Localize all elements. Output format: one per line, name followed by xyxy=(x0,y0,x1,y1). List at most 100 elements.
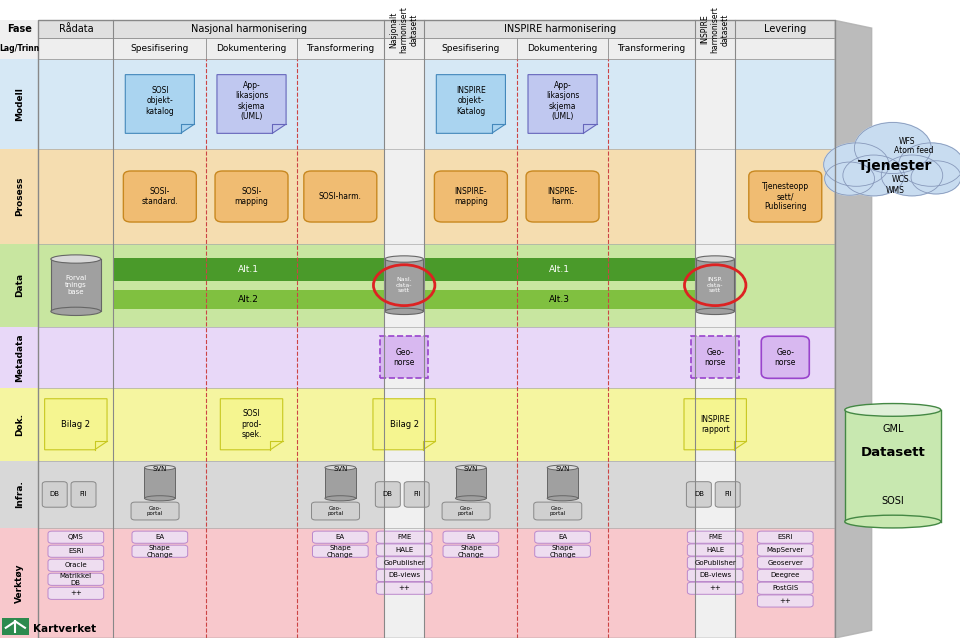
Text: INSPIRE-
mapping: INSPIRE- mapping xyxy=(454,187,488,206)
Text: ESRI: ESRI xyxy=(778,534,793,540)
Text: INSPIRE harmonisering: INSPIRE harmonisering xyxy=(504,24,615,34)
Text: DB: DB xyxy=(383,491,393,498)
Text: SOSI: SOSI xyxy=(881,496,904,507)
FancyBboxPatch shape xyxy=(38,461,835,528)
Text: Shape
Change: Shape Change xyxy=(147,545,173,558)
Text: Alt.1: Alt.1 xyxy=(238,265,259,274)
Ellipse shape xyxy=(456,465,487,470)
FancyBboxPatch shape xyxy=(0,38,38,59)
FancyBboxPatch shape xyxy=(48,587,104,600)
Ellipse shape xyxy=(51,308,101,316)
FancyBboxPatch shape xyxy=(695,20,735,38)
Text: Geo-
norse: Geo- norse xyxy=(775,348,796,367)
FancyBboxPatch shape xyxy=(48,559,104,572)
FancyBboxPatch shape xyxy=(444,545,499,558)
FancyBboxPatch shape xyxy=(404,482,429,507)
Text: Data: Data xyxy=(14,273,24,297)
Text: Shape
Change: Shape Change xyxy=(549,545,576,558)
Circle shape xyxy=(881,155,943,196)
Ellipse shape xyxy=(696,308,734,315)
Polygon shape xyxy=(217,75,286,133)
FancyBboxPatch shape xyxy=(376,570,432,582)
FancyBboxPatch shape xyxy=(38,244,835,327)
FancyBboxPatch shape xyxy=(757,556,813,569)
FancyBboxPatch shape xyxy=(534,502,582,520)
Text: Geo-
portal: Geo- portal xyxy=(458,506,474,516)
Text: Bilag 2: Bilag 2 xyxy=(390,420,419,429)
Ellipse shape xyxy=(696,256,734,262)
Polygon shape xyxy=(125,75,194,133)
FancyBboxPatch shape xyxy=(385,259,423,311)
FancyBboxPatch shape xyxy=(0,528,38,638)
FancyBboxPatch shape xyxy=(687,582,743,595)
Text: Kartverket: Kartverket xyxy=(33,624,96,634)
Text: Oracle: Oracle xyxy=(64,562,87,568)
FancyBboxPatch shape xyxy=(311,502,359,520)
Text: EA: EA xyxy=(558,534,567,540)
Text: Dok.: Dok. xyxy=(14,413,24,436)
Text: Bilag 2: Bilag 2 xyxy=(61,420,90,429)
Text: Dokumentering: Dokumentering xyxy=(216,44,287,53)
FancyBboxPatch shape xyxy=(215,171,288,222)
Text: Metadata: Metadata xyxy=(14,333,24,382)
FancyBboxPatch shape xyxy=(71,482,96,507)
Text: Geoserver: Geoserver xyxy=(767,560,804,566)
FancyBboxPatch shape xyxy=(123,171,196,222)
FancyBboxPatch shape xyxy=(375,482,400,507)
Text: Nasl.
data-
sett: Nasl. data- sett xyxy=(396,277,413,293)
FancyBboxPatch shape xyxy=(435,171,508,222)
FancyBboxPatch shape xyxy=(757,531,813,544)
Text: Infra.: Infra. xyxy=(14,480,24,508)
Text: QMS: QMS xyxy=(68,534,84,540)
Text: Deegree: Deegree xyxy=(771,572,800,579)
FancyBboxPatch shape xyxy=(384,59,424,638)
Ellipse shape xyxy=(51,255,101,263)
Text: Spesifisering: Spesifisering xyxy=(442,44,500,53)
FancyBboxPatch shape xyxy=(535,531,590,544)
Polygon shape xyxy=(44,399,108,450)
FancyBboxPatch shape xyxy=(144,468,175,498)
Text: ++: ++ xyxy=(398,585,410,591)
Text: ++: ++ xyxy=(780,598,791,604)
Polygon shape xyxy=(372,399,436,450)
FancyBboxPatch shape xyxy=(424,20,695,38)
Circle shape xyxy=(824,143,889,186)
FancyBboxPatch shape xyxy=(132,531,187,544)
Text: Prosess: Prosess xyxy=(14,177,24,216)
FancyBboxPatch shape xyxy=(0,59,38,149)
Text: Geo-
portal: Geo- portal xyxy=(550,506,565,516)
Text: INSPRE-
harm.: INSPRE- harm. xyxy=(547,187,578,206)
Ellipse shape xyxy=(324,496,356,501)
Text: Dokumentering: Dokumentering xyxy=(527,44,598,53)
Text: WMS: WMS xyxy=(885,186,904,195)
Text: Fase: Fase xyxy=(7,24,32,34)
FancyBboxPatch shape xyxy=(0,461,38,528)
Ellipse shape xyxy=(144,496,175,501)
FancyBboxPatch shape xyxy=(297,38,384,59)
FancyBboxPatch shape xyxy=(303,171,377,222)
Text: Atom feed: Atom feed xyxy=(894,146,934,155)
FancyBboxPatch shape xyxy=(687,531,743,544)
FancyBboxPatch shape xyxy=(526,171,599,222)
FancyBboxPatch shape xyxy=(38,20,113,38)
Ellipse shape xyxy=(547,465,578,470)
FancyBboxPatch shape xyxy=(845,410,941,522)
FancyBboxPatch shape xyxy=(0,20,38,38)
FancyBboxPatch shape xyxy=(0,327,38,388)
Text: Alt.3: Alt.3 xyxy=(549,295,570,304)
Ellipse shape xyxy=(324,465,356,470)
Text: INSPIRE
objekt-
Katalog: INSPIRE objekt- Katalog xyxy=(456,86,486,115)
Ellipse shape xyxy=(385,256,423,262)
FancyBboxPatch shape xyxy=(380,336,428,378)
FancyBboxPatch shape xyxy=(691,336,739,378)
Text: GoPublisher: GoPublisher xyxy=(694,560,736,566)
FancyBboxPatch shape xyxy=(376,582,432,595)
FancyBboxPatch shape xyxy=(695,59,735,638)
Polygon shape xyxy=(437,75,506,133)
FancyBboxPatch shape xyxy=(687,544,743,556)
Text: Fil: Fil xyxy=(413,491,420,498)
Text: Shape
Change: Shape Change xyxy=(458,545,484,558)
Text: Geo-
portal: Geo- portal xyxy=(147,506,163,516)
Text: Geo-
norse: Geo- norse xyxy=(705,348,726,367)
Circle shape xyxy=(911,161,960,194)
